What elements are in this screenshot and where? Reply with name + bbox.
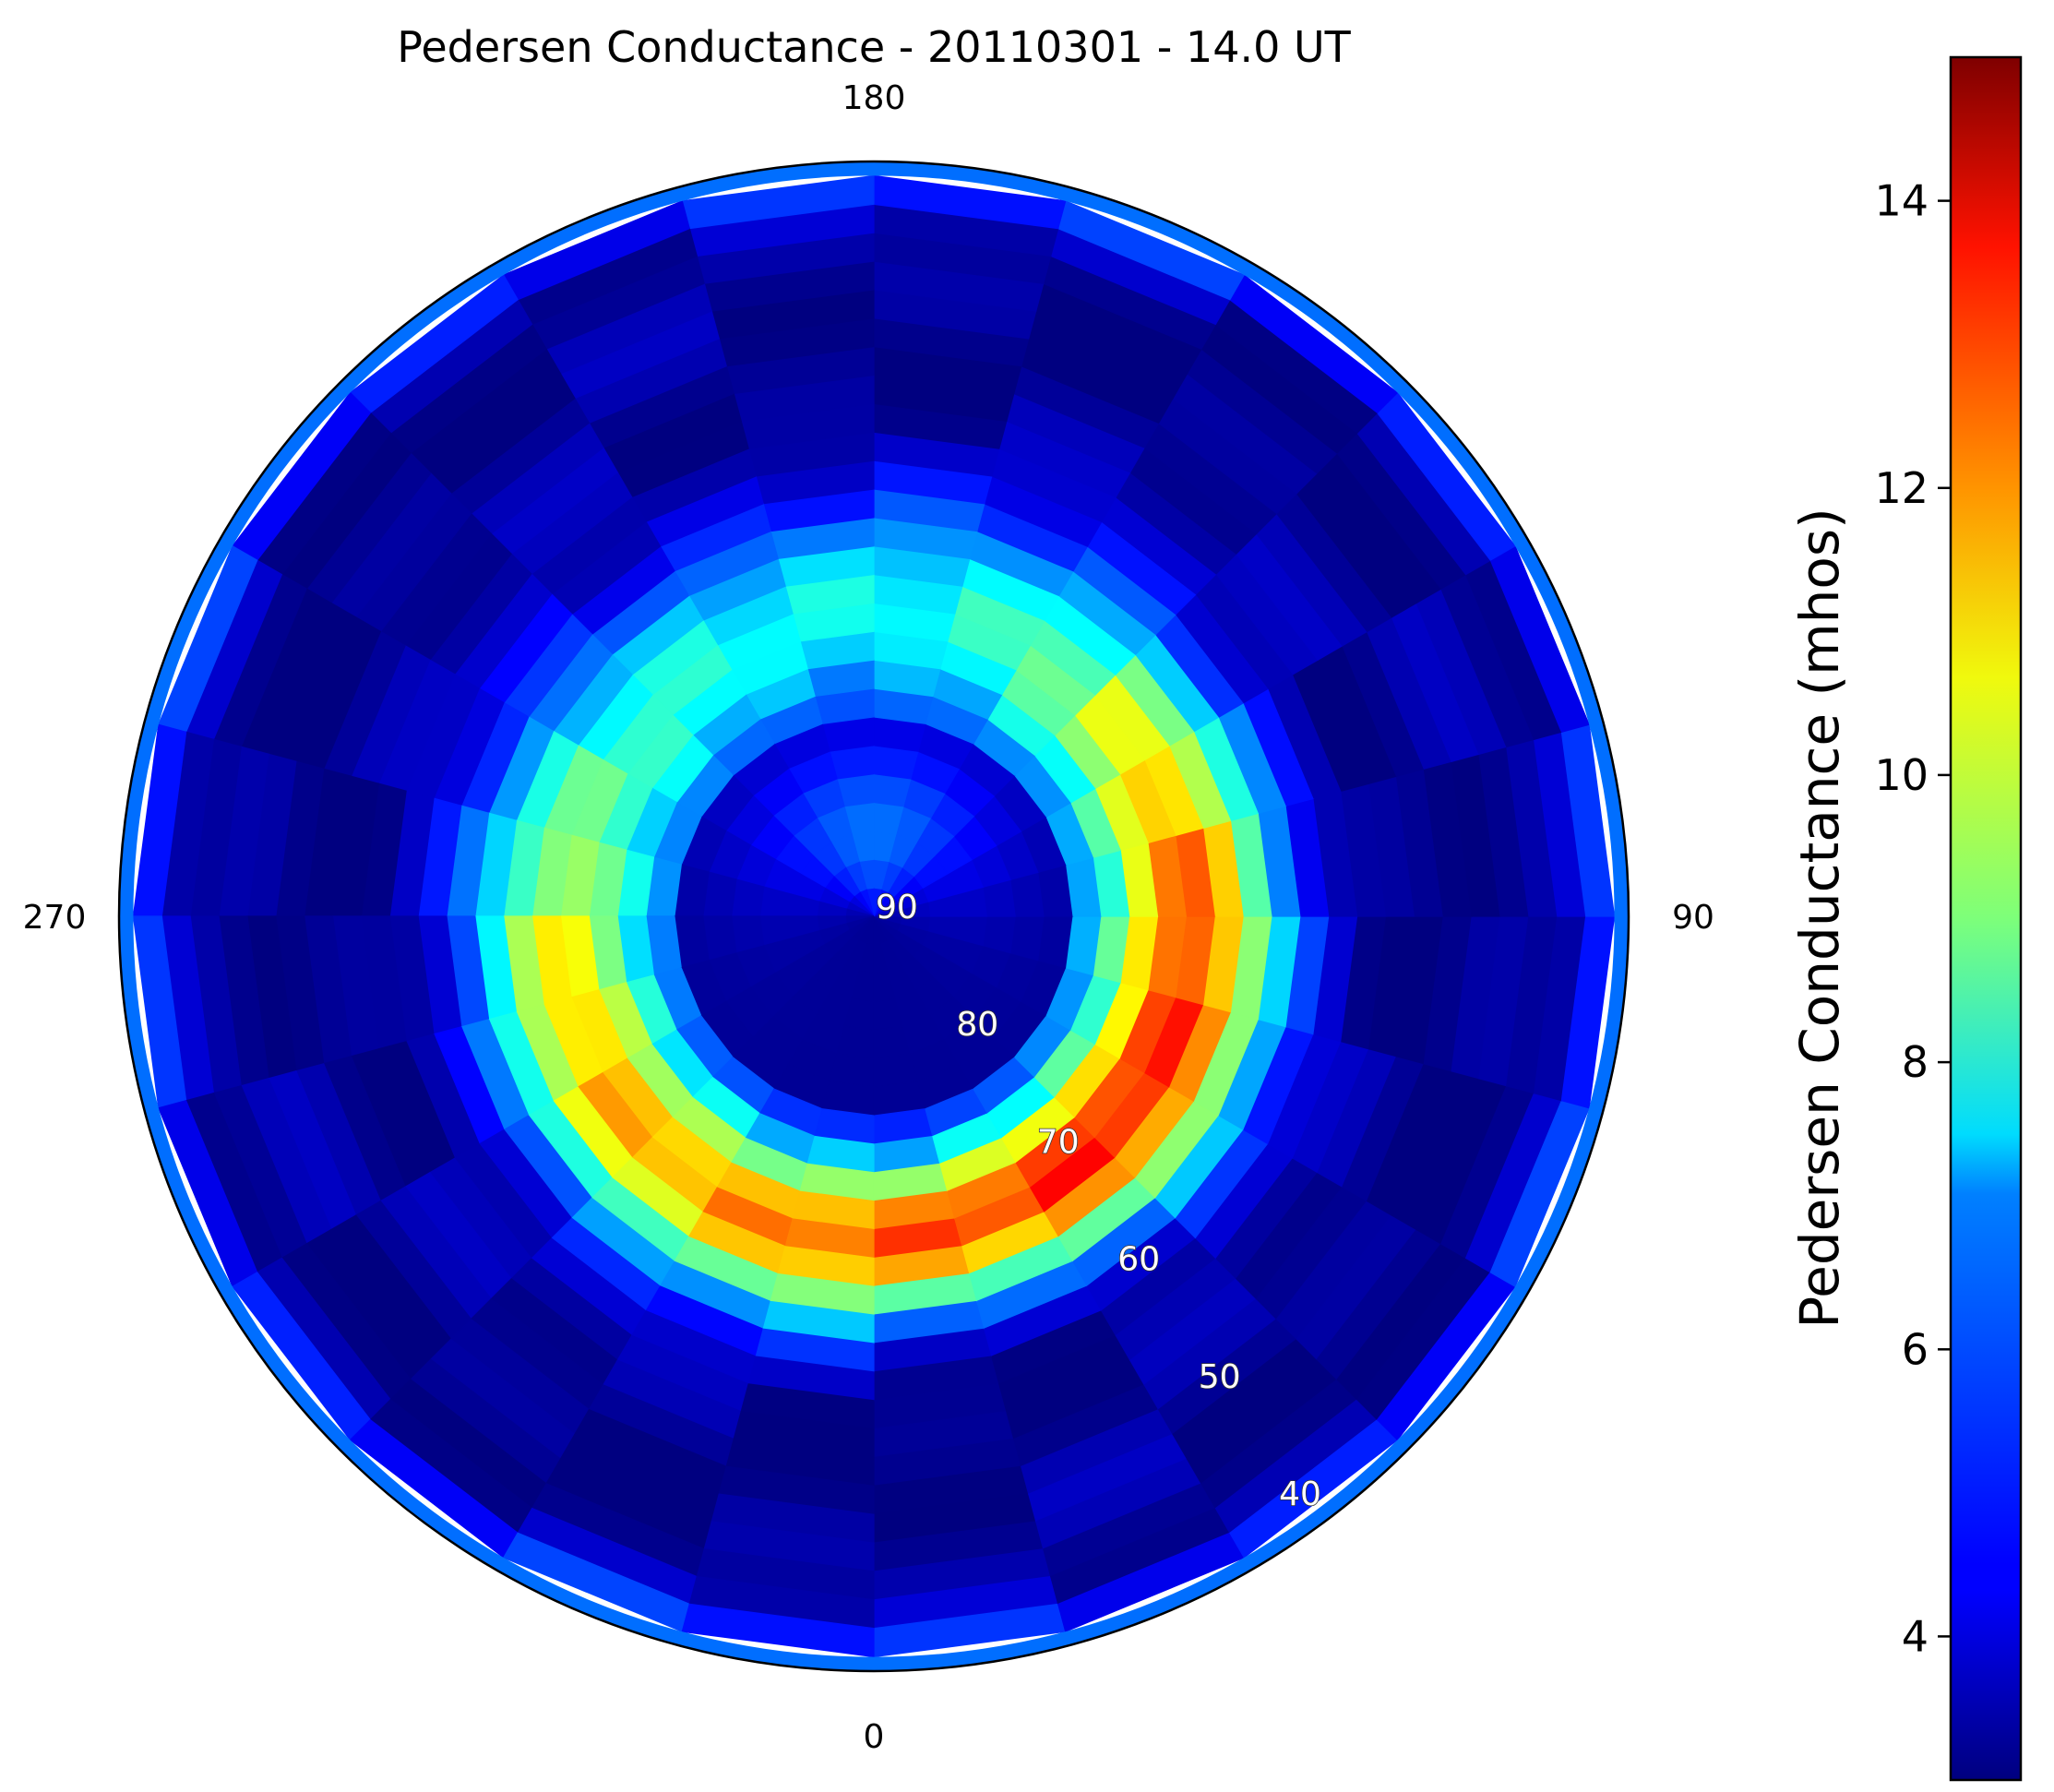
colorbar-ticks: 4 6 8 10 12 14	[1874, 176, 1951, 1661]
radial-tick-label: 80	[956, 1006, 998, 1044]
theta-tick-label: 0	[864, 1718, 885, 1756]
heatmap-cell	[730, 878, 765, 917]
colorbar-tick-label: 10	[1874, 750, 1929, 800]
colorbar-tick-label: 8	[1902, 1037, 1929, 1087]
colorbar-tick-label: 14	[1874, 176, 1929, 226]
radial-tick-label: 40	[1279, 1475, 1321, 1513]
theta-tick-label: 270	[23, 899, 87, 937]
polar-frame	[117, 160, 1630, 1673]
theta-tick-labels: 0 90 180 270	[23, 79, 1714, 1756]
theta-tick-label: 90	[1672, 899, 1714, 937]
heatmap-cell	[983, 915, 1018, 954]
chart-title: Pedersen Conductance - 20110301 - 14.0 U…	[397, 22, 1351, 72]
colorbar-label: Pedersen Conductance (mhos)	[1788, 508, 1851, 1329]
polar-heatmap	[119, 161, 1629, 1671]
radial-tick-label: 50	[1199, 1358, 1241, 1396]
colorbar-tick-label: 4	[1902, 1611, 1929, 1661]
theta-tick-label: 180	[842, 79, 906, 117]
heatmap-cell	[836, 1025, 875, 1060]
colorbar-tick-label: 6	[1902, 1324, 1929, 1374]
colorbar-tick-label: 12	[1874, 463, 1929, 513]
radial-tick-labels: 90 80 70 60 50 40	[875, 888, 1321, 1514]
radial-tick-label: 70	[1037, 1123, 1080, 1161]
radial-tick-label: 60	[1117, 1241, 1160, 1279]
radial-tick-label: 90	[876, 889, 918, 926]
colorbar	[1949, 55, 2023, 1782]
heatmap-cell	[873, 772, 912, 807]
